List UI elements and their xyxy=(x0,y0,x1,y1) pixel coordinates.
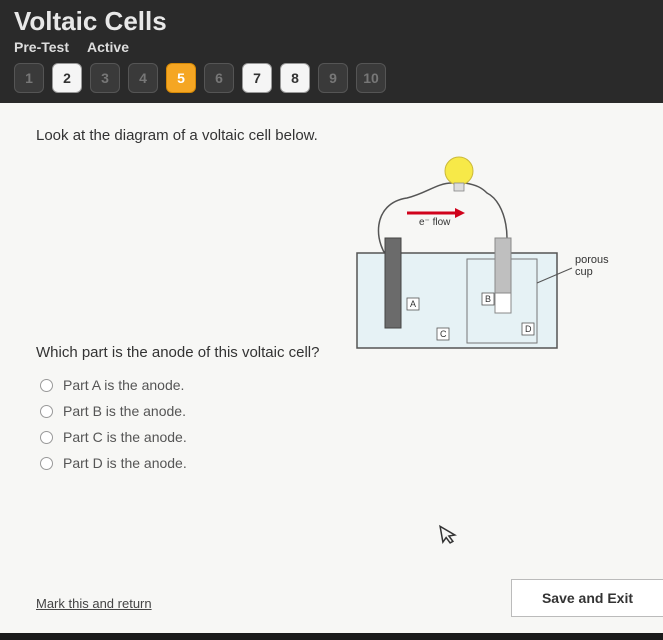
option-b[interactable]: Part B is the anode. xyxy=(40,403,635,419)
nav-q5[interactable]: 5 xyxy=(166,63,196,93)
options-list: Part A is the anode. Part B is the anode… xyxy=(40,377,635,471)
option-c[interactable]: Part C is the anode. xyxy=(40,429,635,445)
nav-q6[interactable]: 6 xyxy=(204,63,234,93)
nav-q2[interactable]: 2 xyxy=(52,63,82,93)
option-b-label: Part B is the anode. xyxy=(63,403,186,419)
mark-and-return-link[interactable]: Mark this and return xyxy=(36,596,152,611)
tab-active[interactable]: Active xyxy=(87,39,129,55)
cursor-icon xyxy=(438,522,460,552)
nav-q4[interactable]: 4 xyxy=(128,63,158,93)
save-and-exit-button[interactable]: Save and Exit xyxy=(511,579,663,617)
svg-text:D: D xyxy=(525,324,532,334)
option-d[interactable]: Part D is the anode. xyxy=(40,455,635,471)
page-title: Voltaic Cells xyxy=(14,6,649,37)
svg-text:A: A xyxy=(410,299,416,309)
flow-label: e⁻ flow xyxy=(419,217,451,228)
svg-text:cup: cup xyxy=(575,266,593,278)
nav-q1[interactable]: 1 xyxy=(14,63,44,93)
nav-q8[interactable]: 8 xyxy=(280,63,310,93)
nav-q9[interactable]: 9 xyxy=(318,63,348,93)
option-c-label: Part C is the anode. xyxy=(63,429,187,445)
svg-text:B: B xyxy=(485,294,491,304)
radio-icon[interactable] xyxy=(40,431,53,444)
option-d-label: Part D is the anode. xyxy=(63,455,187,471)
radio-icon[interactable] xyxy=(40,405,53,418)
tab-pretest[interactable]: Pre-Test xyxy=(14,39,69,55)
voltaic-cell-diagram: e⁻ flow A B C D porous cup xyxy=(337,143,637,363)
content-panel: Look at the diagram of a voltaic cell be… xyxy=(0,103,663,633)
radio-icon[interactable] xyxy=(40,457,53,470)
sub-tabs: Pre-Test Active xyxy=(14,39,649,55)
header: Voltaic Cells Pre-Test Active 1 2 3 4 5 … xyxy=(0,0,663,103)
option-a[interactable]: Part A is the anode. xyxy=(40,377,635,393)
prompt-text: Look at the diagram of a voltaic cell be… xyxy=(36,127,635,144)
svg-text:C: C xyxy=(440,329,447,339)
radio-icon[interactable] xyxy=(40,379,53,392)
question-nav: 1 2 3 4 5 6 7 8 9 10 xyxy=(14,63,649,93)
nav-q7[interactable]: 7 xyxy=(242,63,272,93)
nav-q3[interactable]: 3 xyxy=(90,63,120,93)
nav-q10[interactable]: 10 xyxy=(356,63,386,93)
option-a-label: Part A is the anode. xyxy=(63,377,184,393)
svg-text:porous: porous xyxy=(575,254,609,266)
